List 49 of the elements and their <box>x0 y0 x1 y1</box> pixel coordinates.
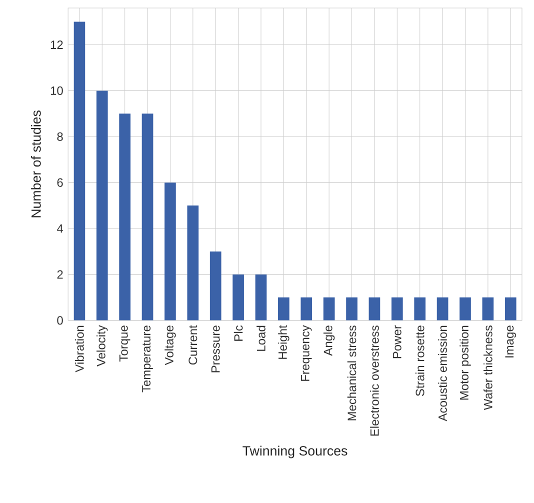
bar <box>210 251 222 320</box>
y-tick-label: 4 <box>56 224 64 233</box>
x-tick-label: Angle <box>323 326 335 356</box>
x-tick-label: Acoustic emission <box>438 326 447 422</box>
bar <box>232 274 244 320</box>
bar <box>436 297 448 320</box>
x-tick-label: Current <box>188 325 198 364</box>
bar <box>368 297 380 320</box>
bar <box>504 297 516 320</box>
y-tick-label: 2 <box>57 270 63 279</box>
x-tick-label: Plc <box>234 325 243 341</box>
y-tick-label: 12 <box>50 40 63 49</box>
x-tick-label: Mechanical stress <box>347 325 356 420</box>
x-tick-label: Pressure <box>211 325 220 372</box>
x-tick-label: Torque <box>119 325 130 362</box>
x-axis-title: Twinning Sources <box>242 446 348 458</box>
bar <box>187 205 199 320</box>
bar <box>346 297 358 320</box>
y-tick-label: 8 <box>57 132 63 141</box>
y-tick-label: 6 <box>57 178 63 187</box>
y-tick-label: 0 <box>57 316 63 325</box>
bar <box>391 297 403 320</box>
x-tick-label: Vibration <box>75 326 84 372</box>
bar <box>323 297 335 320</box>
x-tick-label: Temperature <box>142 325 153 392</box>
x-tick-label: Motor position <box>460 326 471 400</box>
bar <box>414 297 426 320</box>
bar <box>482 297 494 320</box>
x-tick-label: Voltage <box>164 325 176 365</box>
x-tick-label: Load <box>256 326 266 351</box>
bar <box>96 90 108 320</box>
bar <box>164 182 176 320</box>
y-axis-title: Number of studies <box>31 110 41 218</box>
y-tick-label: 10 <box>50 86 63 95</box>
x-tick-label: Velocity <box>96 324 108 366</box>
bar <box>142 114 154 320</box>
bar <box>119 114 130 320</box>
bar <box>300 297 312 320</box>
x-tick-label: Image <box>505 325 516 358</box>
bar <box>255 274 267 320</box>
bar <box>460 297 471 320</box>
bar <box>74 22 86 320</box>
x-tick-label: Electronic overstress <box>370 325 379 436</box>
x-tick-label: Wafer thickness <box>484 325 492 410</box>
x-tick-label: Frequency <box>301 324 312 381</box>
bar <box>278 297 290 320</box>
x-tick-label: Power <box>392 325 402 358</box>
x-tick-label: Height <box>278 325 290 359</box>
x-tick-label: Strain rosette <box>415 326 424 396</box>
